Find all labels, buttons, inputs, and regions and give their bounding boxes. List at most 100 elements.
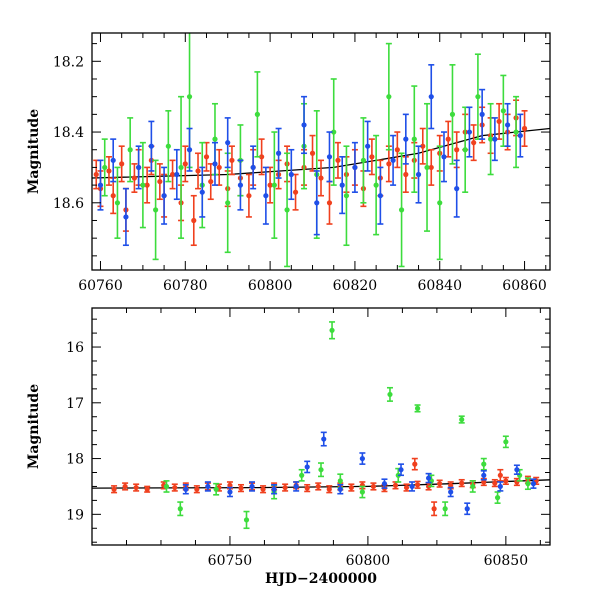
data-point [293,483,299,490]
top-blue-point-29 [466,106,473,158]
data-point [195,168,201,174]
data-point [97,182,104,188]
data-point [381,481,388,487]
data-point [267,182,273,188]
data-point [131,175,138,181]
top-blue-point-12 [250,145,257,190]
top-blue-point-11 [237,159,244,211]
bottom-red-point-25 [392,481,399,490]
data-point [314,200,320,206]
data-point [123,214,129,220]
data-point [521,125,528,132]
top-red-point-25 [258,138,265,176]
top-red-point-41 [394,131,401,169]
data-point [271,182,277,188]
top-green-point-6 [178,95,185,239]
data-point [373,182,379,188]
data-point [133,484,139,491]
top-red-point-26 [267,166,274,204]
data-point [414,482,421,488]
data-point [178,164,184,171]
top-green-point-31 [513,95,520,169]
data-point [237,182,244,188]
top-red-point-10 [156,163,163,201]
data-point [411,136,417,142]
data-point [259,154,265,160]
data-point [424,164,430,171]
top-blue-point-27 [440,131,447,183]
data-point [504,122,511,128]
bottom-red-point-5 [171,483,178,492]
top-red-point-56 [521,110,528,147]
data-point [114,200,121,206]
data-point [415,171,422,178]
top-blue-point-31 [491,117,498,162]
top-blue-point-3 [135,145,142,190]
data-point [481,472,487,478]
data-point [494,495,501,501]
top-red-point-44 [419,127,426,165]
top-blue-point-10 [224,117,231,169]
top-green-point-27 [462,106,469,193]
top-red-point-15 [190,194,197,247]
bottom-green-point-1 [177,501,184,517]
top-y-tick-label: 18.2 [53,54,84,70]
data-point [449,111,456,117]
top-blue-point-21 [364,120,371,172]
top-blue-point-22 [377,166,384,225]
data-point [394,147,400,153]
data-point [470,483,476,490]
data-point [304,485,310,491]
data-point [403,484,410,491]
top-red-point-34 [334,141,341,179]
data-point [335,157,341,163]
top-red-point-40 [385,145,392,183]
bottom-green-point-3 [243,510,250,530]
data-point [208,178,214,185]
bottom-y-tick-label: 16 [66,340,84,356]
top-blue-point-23 [390,134,397,186]
top-blue-point-25 [415,145,422,204]
data-point [186,147,193,153]
data-point [414,405,421,411]
data-point [205,483,211,490]
bottom-blue-point-19 [530,478,537,489]
data-point [122,483,128,490]
data-point [304,464,310,470]
top-blue-point-15 [288,148,295,201]
data-point [437,481,443,487]
data-point [288,171,294,178]
top-green-point-1 [114,166,121,239]
data-point [431,506,437,512]
bottom-red-point-7 [193,485,200,494]
data-point [174,171,180,178]
panel-top: 60760 60780 60800 60820 60840 60860 18.2 18.4 18… [26,32,551,294]
data-point [144,182,150,188]
bottom-green-point-21 [524,477,531,491]
bottom-green-point-10 [386,386,393,402]
data-point [437,200,443,206]
data-point [339,182,345,188]
top-red-point-3 [110,177,117,215]
top-blue-point-8 [199,166,206,218]
top-green-point-26 [449,64,456,165]
data-point [365,143,371,149]
bottom-blue-point-16 [480,470,487,481]
data-point [525,481,531,487]
top-red-point-33 [326,180,333,225]
top-blue-point-20 [351,141,358,193]
data-point [454,186,460,192]
bottom-blue-point-6 [304,460,311,474]
top-green-point-29 [487,102,494,176]
data-point [275,150,282,156]
bottom-red-point-39 [411,457,418,471]
data-point [514,467,520,473]
data-point [343,193,350,199]
bottom-green-point-19 [502,435,509,449]
data-point [386,161,392,167]
top-red-point-8 [144,166,151,204]
top-blue-point-9 [211,141,218,186]
top-blue-point-16 [301,95,308,155]
data-point [503,439,509,445]
